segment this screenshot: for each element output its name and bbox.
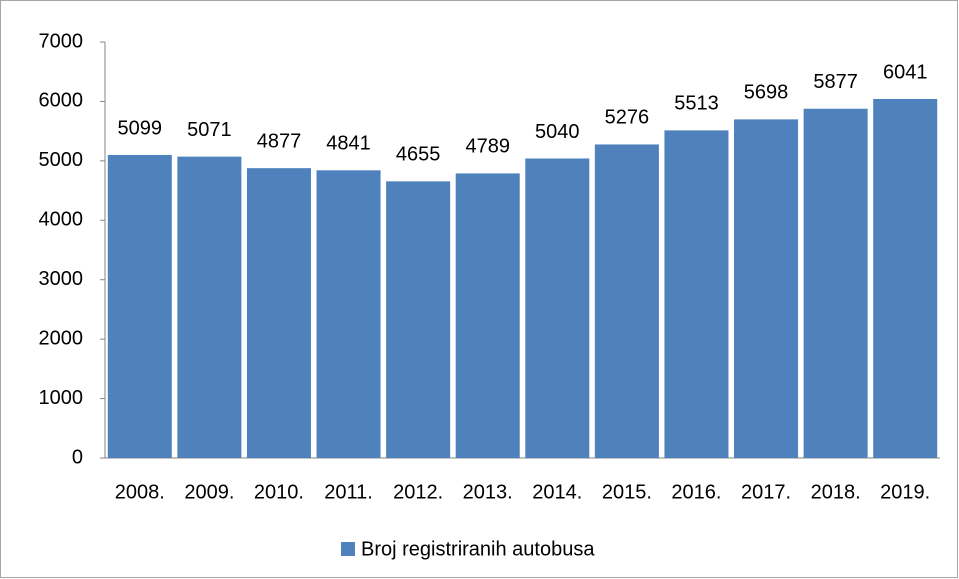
data-label: 5698 bbox=[744, 82, 789, 104]
x-tick-label: 2018. bbox=[811, 481, 861, 503]
x-tick-label: 2012. bbox=[393, 481, 443, 503]
data-label: 4789 bbox=[465, 136, 510, 158]
bar bbox=[386, 181, 451, 459]
legend-swatch bbox=[341, 542, 355, 556]
legend-label: Broj registriranih autobusa bbox=[361, 538, 595, 560]
bar bbox=[455, 173, 520, 458]
x-tick-label: 2009. bbox=[184, 481, 234, 503]
bar bbox=[177, 156, 242, 459]
bar bbox=[803, 108, 868, 459]
data-label: 5040 bbox=[535, 121, 580, 143]
y-tick-label: 5000 bbox=[39, 149, 84, 171]
x-tick-label: 2011. bbox=[324, 481, 373, 503]
data-label: 5276 bbox=[605, 107, 650, 129]
x-tick-label: 2013. bbox=[463, 481, 513, 503]
y-tick-label: 3000 bbox=[39, 268, 84, 290]
x-tick-label: 2017. bbox=[741, 481, 791, 503]
bar bbox=[525, 158, 590, 459]
data-label: 4877 bbox=[257, 130, 302, 152]
y-tick-label: 1000 bbox=[39, 387, 84, 409]
y-tick-label: 2000 bbox=[39, 327, 84, 349]
data-label: 5513 bbox=[674, 93, 719, 115]
x-tick-label: 2014. bbox=[532, 481, 582, 503]
x-tick-label: 2015. bbox=[602, 481, 652, 503]
bar bbox=[873, 98, 938, 458]
bar bbox=[734, 119, 799, 458]
bar bbox=[594, 144, 659, 458]
bar bbox=[664, 130, 729, 458]
bar bbox=[107, 154, 172, 459]
data-label: 5099 bbox=[118, 117, 163, 139]
x-tick-label: 2019. bbox=[880, 481, 930, 503]
data-label: 4655 bbox=[396, 144, 441, 166]
y-tick-label: 0 bbox=[72, 446, 83, 468]
data-label: 6041 bbox=[883, 61, 928, 83]
bar bbox=[316, 170, 381, 459]
y-tick-label: 6000 bbox=[39, 90, 84, 112]
x-tick-label: 2008. bbox=[115, 481, 165, 503]
x-tick-label: 2016. bbox=[671, 481, 721, 503]
y-tick-label: 4000 bbox=[39, 209, 84, 231]
data-label: 5071 bbox=[187, 119, 232, 141]
x-tick-label: 2010. bbox=[254, 481, 304, 503]
bar bbox=[246, 168, 311, 458]
data-label: 4841 bbox=[326, 133, 371, 155]
y-tick-label: 7000 bbox=[39, 30, 84, 52]
data-label: 5877 bbox=[813, 71, 858, 93]
